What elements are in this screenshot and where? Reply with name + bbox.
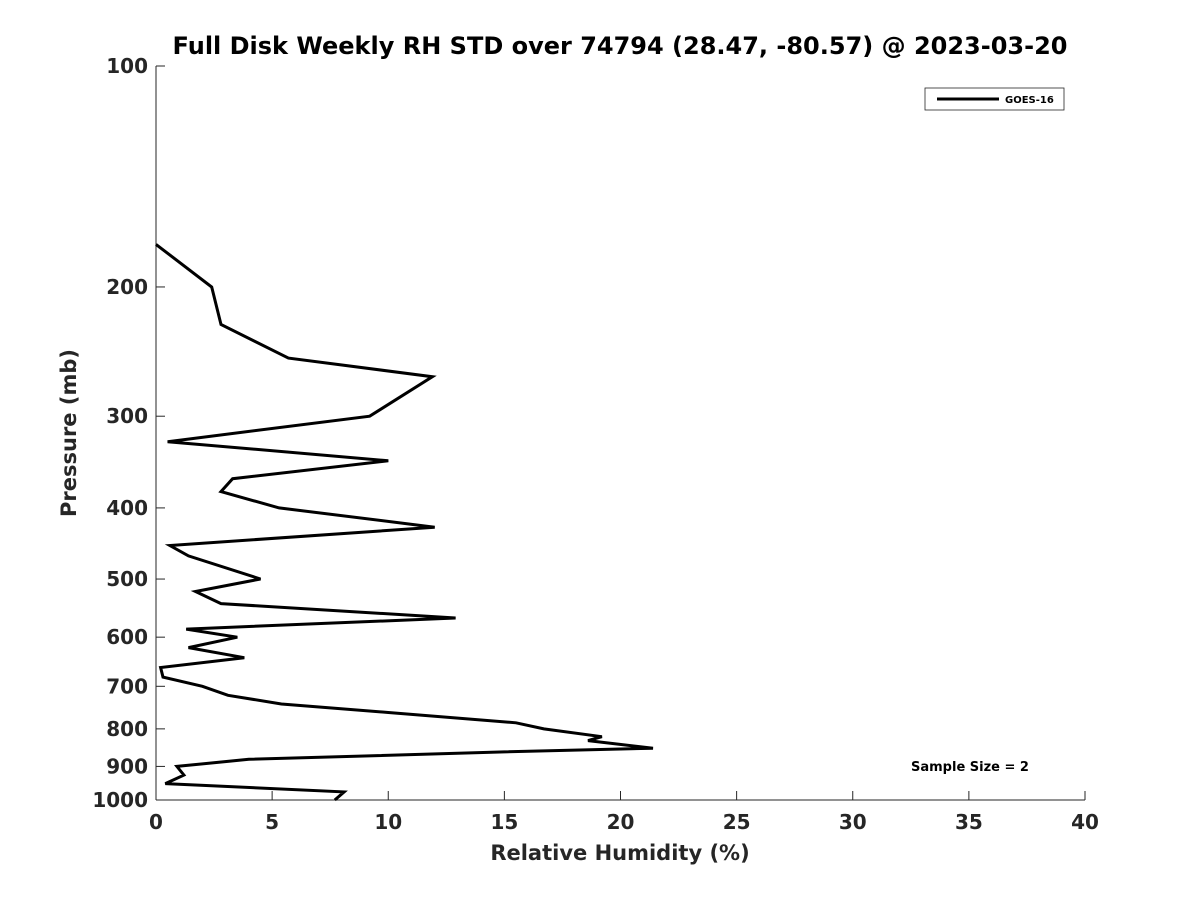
y-tick-label: 200: [106, 275, 148, 299]
x-tick-label: 10: [374, 810, 402, 834]
plot-series: [155, 243, 654, 802]
x-tick-label: 15: [490, 810, 518, 834]
y-tick-label: 300: [106, 404, 148, 428]
x-tick-label: 35: [955, 810, 983, 834]
y-tick-label: 400: [106, 496, 148, 520]
legend: GOES-16: [924, 87, 1065, 111]
series-line-goes-16: [155, 243, 654, 802]
x-tick-label: 40: [1071, 810, 1099, 834]
x-tick-label: 5: [265, 810, 279, 834]
y-tick-label: 800: [106, 717, 148, 741]
y-axis-ticks: 100 200 300 400 500 600 700 800 900 1000: [92, 54, 165, 812]
legend-entry-goes-16: GOES-16: [1005, 95, 1054, 106]
x-tick-label: 20: [607, 810, 635, 834]
chart-title: Full Disk Weekly RH STD over 74794 (28.4…: [173, 32, 1068, 60]
y-axis-label: Pressure (mb): [57, 349, 81, 517]
y-tick-label: 1000: [92, 788, 148, 812]
x-tick-label: 0: [149, 810, 163, 834]
x-axis-label: Relative Humidity (%): [490, 841, 749, 865]
x-tick-label: 25: [723, 810, 751, 834]
y-tick-label: 700: [106, 674, 148, 698]
sample-size-annotation: Sample Size = 2: [911, 760, 1029, 775]
y-tick-label: 100: [106, 54, 148, 78]
y-tick-label: 900: [106, 754, 148, 778]
y-tick-label: 600: [106, 625, 148, 649]
y-tick-label: 500: [106, 567, 148, 591]
x-axis-ticks: 0 5 10 15 20 25 30 35 40: [149, 791, 1099, 834]
x-tick-label: 30: [839, 810, 867, 834]
